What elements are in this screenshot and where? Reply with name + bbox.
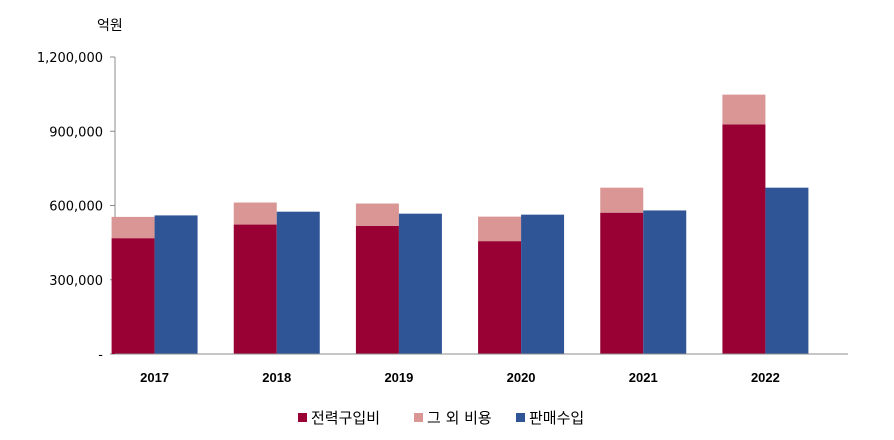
bar-2019-series-0 xyxy=(355,225,399,354)
legend-label-1: 그 외 비용 xyxy=(427,409,492,427)
y-tick-label: 300,000 xyxy=(49,274,103,289)
x-tick-label: 2018 xyxy=(262,370,291,385)
bar-2018-series-2 xyxy=(276,211,320,354)
bar-2022-series-1 xyxy=(722,94,766,125)
x-tick-label: 2021 xyxy=(629,370,658,385)
bar-2019-series-2 xyxy=(398,213,442,354)
y-axis: - 300,000 600,000 900,000 1,200,000 xyxy=(37,51,116,363)
bar-2017-series-1 xyxy=(111,216,155,239)
x-axis: 2017 2018 2019 2020 2021 2022 xyxy=(115,353,848,385)
bar-2022-series-2 xyxy=(765,187,809,354)
bar-2019-series-1 xyxy=(355,203,399,226)
legend-swatch-1 xyxy=(414,413,423,422)
y-axis-unit-label: 억원 xyxy=(97,18,123,34)
legend-label-0: 전력구입비 xyxy=(311,409,380,427)
legend-swatch-2 xyxy=(516,413,525,422)
bar-2020-series-2 xyxy=(521,214,565,354)
legend: 전력구입비 그 외 비용 판매수입 xyxy=(298,409,584,427)
legend-label-2: 판매수입 xyxy=(529,409,584,427)
x-tick-label: 2020 xyxy=(507,370,536,385)
y-tick-label: 900,000 xyxy=(49,125,103,140)
bar-2018-series-1 xyxy=(233,202,277,225)
legend-swatch-0 xyxy=(298,413,307,422)
bar-2020-series-1 xyxy=(478,216,522,242)
x-tick-label: 2017 xyxy=(140,370,169,385)
x-tick-label: 2022 xyxy=(751,370,780,385)
y-tick-label: - xyxy=(98,348,103,363)
bar-2017-series-2 xyxy=(154,215,198,354)
bar-2020-series-0 xyxy=(478,241,522,354)
bar-2021-series-0 xyxy=(600,212,644,354)
bar-2017-series-0 xyxy=(111,238,155,354)
bar-2021-series-1 xyxy=(600,187,644,213)
x-tick-label: 2019 xyxy=(384,370,413,385)
bar-2018-series-0 xyxy=(233,224,277,354)
y-tick-label: 1,200,000 xyxy=(37,51,103,66)
bars xyxy=(111,94,809,354)
bar-2021-series-2 xyxy=(643,210,687,354)
y-tick-label: 600,000 xyxy=(49,200,103,215)
bar-2022-series-0 xyxy=(722,124,766,354)
